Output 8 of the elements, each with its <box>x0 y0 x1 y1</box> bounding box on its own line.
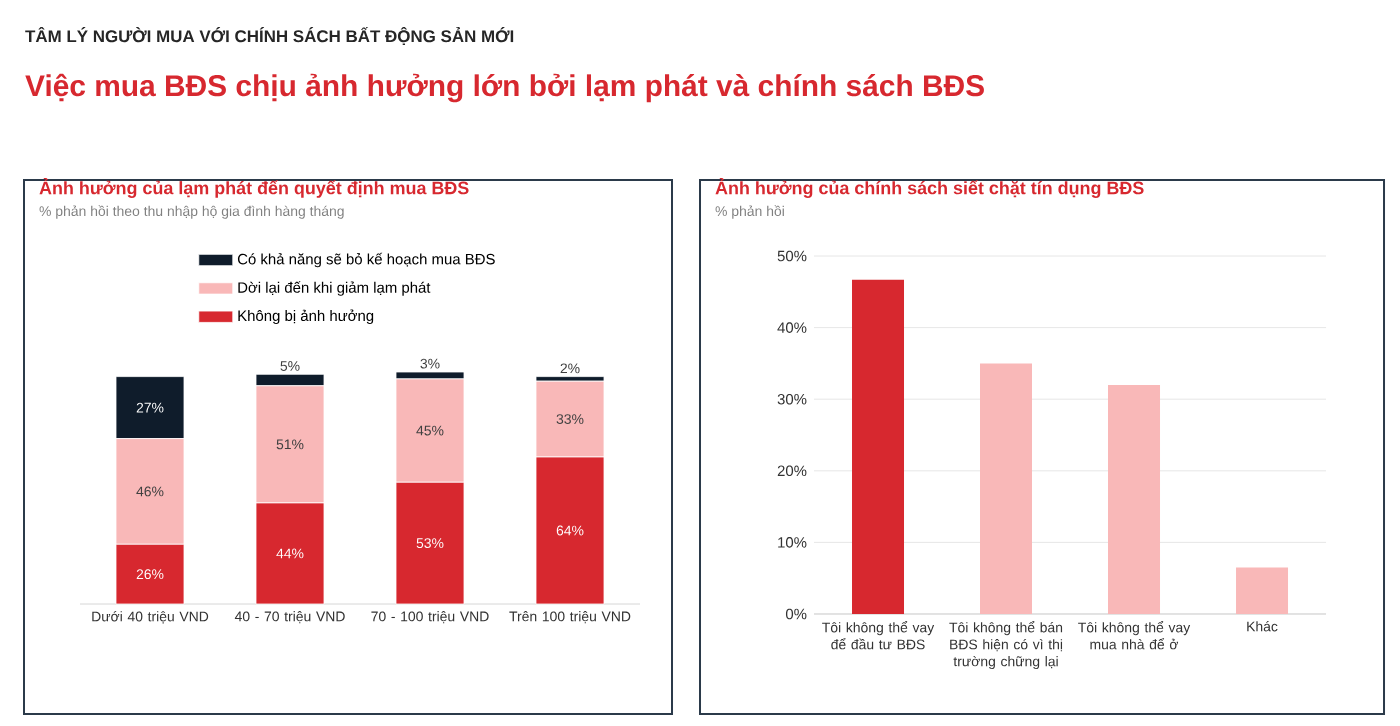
bar <box>1236 567 1289 614</box>
chart-title: Ảnh hưởng của lạm phát đến quyết định mua BĐS <box>39 178 469 198</box>
bar <box>980 363 1033 614</box>
bar <box>1108 384 1161 614</box>
bar <box>852 279 905 614</box>
chart-title: Ảnh hưởng của chính sách siết chặt tín dụng BĐS <box>715 178 1144 198</box>
text: Việc mua BĐS chịu ảnh hưởng lớn bởi lạm phát và chính sách BĐS <box>25 73 984 103</box>
text: TÂM LÝ NGƯỜI MUA VỚI CHÍNH SÁCH BẤT ĐỘNG SẢN MỚI <box>25 26 514 46</box>
